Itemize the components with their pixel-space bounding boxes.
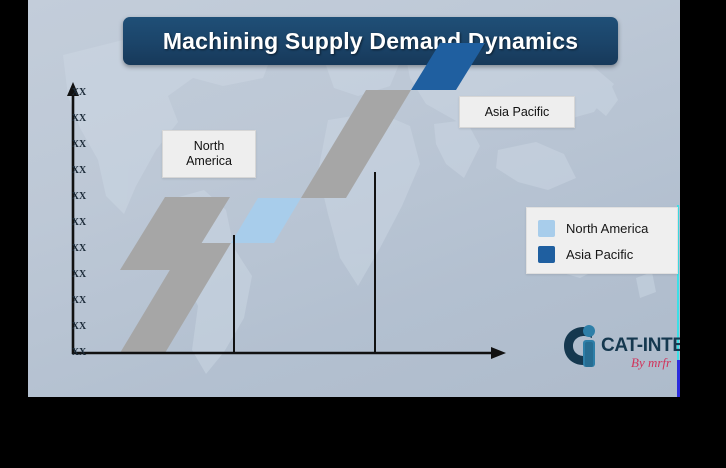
band-quad-1 [120, 243, 231, 353]
band-segment-1 [120, 197, 230, 270]
y-tick-label: XX [71, 269, 87, 280]
y-tick-label: XX [71, 191, 87, 202]
page-title: Machining Supply Demand Dynamics [162, 27, 579, 54]
band-segment-gray-1 [120, 284, 230, 351]
y-tick-label: XX [71, 87, 87, 98]
chart-legend: North America Asia Pacific [526, 207, 678, 274]
y-tick-label: XX [71, 295, 87, 306]
legend-label-asia-pacific: Asia Pacific [566, 246, 634, 262]
y-tick-label: XX [71, 347, 87, 358]
logo-tagline: By mrfr [631, 355, 672, 370]
legend-label-north-america: North America [566, 220, 649, 236]
y-tick-label: XX [71, 321, 87, 332]
cat-intel-logo-icon [564, 325, 595, 367]
callout-north-america: North America [162, 130, 256, 178]
y-tick-label: XX [71, 139, 87, 150]
x-axis-arrow [491, 347, 506, 359]
legend-swatch-asia-pacific [538, 245, 555, 263]
legend-item-north-america: North America [527, 215, 677, 241]
slide-title-bar: Machining Supply Demand Dynamics [123, 17, 618, 65]
y-tick-label: XX [71, 217, 87, 228]
brand-logo: CAT-INTEL By mrfr [559, 321, 680, 379]
y-tick-label: XX [71, 113, 87, 124]
accent-line-blue [677, 360, 680, 397]
legend-item-asia-pacific: Asia Pacific [527, 241, 677, 267]
band-quad-3 [301, 90, 411, 198]
y-tick-label: XX [71, 165, 87, 176]
callout-na-line1: North [193, 139, 225, 153]
callout-ap-label: Asia Pacific [484, 104, 550, 119]
callout-asia-pacific: Asia Pacific [459, 96, 575, 128]
accent-line-cyan [677, 205, 679, 362]
logo-wordmark: CAT-INTEL [601, 335, 680, 356]
band-quad-2 [231, 198, 301, 243]
legend-swatch-north-america [538, 219, 555, 237]
callout-na-line2: America [186, 154, 232, 168]
y-tick-label: XX [71, 243, 87, 254]
slide-canvas: Machining Supply Demand Dynamics [28, 0, 680, 397]
